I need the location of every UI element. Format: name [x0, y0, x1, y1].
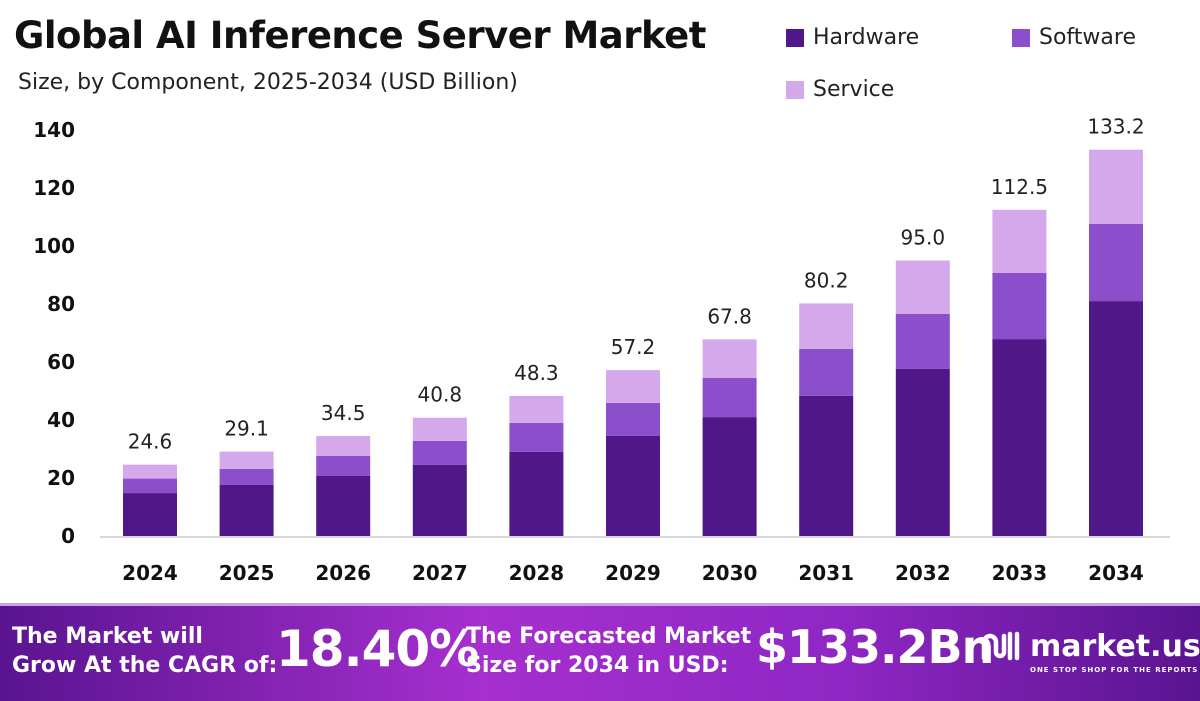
- bar-segment-hardware-2031: [799, 395, 854, 536]
- forecast-label-line1: The Forecasted Market: [466, 624, 752, 649]
- logo-name: market.us: [1030, 628, 1200, 664]
- total-label-2029: 57.2: [611, 335, 656, 359]
- bar-segment-service-2025: [219, 451, 274, 470]
- bar-segment-hardware-2028: [509, 451, 564, 536]
- cagr-label-line1: The Market will: [12, 624, 203, 649]
- legend-swatch: [1012, 28, 1030, 47]
- y-tick-label: 40: [47, 408, 75, 432]
- logo-icon: [981, 631, 1020, 661]
- y-tick-label: 0: [61, 524, 75, 548]
- bar-segment-software-2030: [702, 377, 757, 418]
- forecast-label: The Forecasted Market Size for 2034 in U…: [466, 622, 751, 680]
- bar-segment-service-2027: [412, 417, 467, 441]
- bar-segment-hardware-2025: [219, 484, 274, 536]
- bar-segment-hardware-2024: [123, 493, 177, 536]
- legend-label: Service: [813, 77, 895, 102]
- x-tick-label: 2034: [1088, 561, 1144, 585]
- bar-segment-service-2028: [509, 395, 564, 423]
- bar-segment-software-2031: [799, 348, 854, 396]
- chart-title: Global AI Inference Server Market: [14, 14, 706, 57]
- x-tick-label: 2030: [702, 561, 758, 585]
- bar-segment-hardware-2029: [606, 435, 660, 536]
- y-tick-label: 60: [47, 350, 75, 374]
- legend-label: Software: [1039, 25, 1136, 50]
- legend-hardware: Hardware: [786, 25, 919, 50]
- y-tick-label: 120: [33, 176, 75, 200]
- bar-segment-hardware-2033: [992, 339, 1047, 536]
- bar-segment-service-2033: [992, 209, 1047, 273]
- total-label-2034: 133.2: [1087, 115, 1144, 139]
- bar-segment-software-2028: [509, 422, 564, 452]
- total-label-2033: 112.5: [991, 175, 1048, 199]
- bar-segment-software-2032: [895, 313, 950, 369]
- x-tick-label: 2024: [122, 561, 178, 585]
- bar-segment-hardware-2032: [895, 368, 950, 536]
- legend-service: Service: [786, 77, 894, 102]
- bar-segment-hardware-2026: [316, 475, 371, 536]
- logo-tagline: ONE STOP SHOP FOR THE REPORTS: [1030, 666, 1199, 674]
- bar-segment-software-2034: [1089, 223, 1143, 302]
- total-label-2026: 34.5: [321, 401, 366, 425]
- footer-banner: The Market will Grow At the CAGR of: 18.…: [0, 603, 1200, 701]
- bar-segment-service-2029: [606, 370, 660, 403]
- stacked-bar-chart: 0 20 40 60 80 100 120 140 24.6 2024 29.1 2025 34.5 20…: [33, 115, 1170, 585]
- bar-segment-service-2026: [316, 435, 371, 456]
- x-tick-label: 2027: [412, 561, 468, 585]
- total-label-2032: 95.0: [901, 226, 946, 250]
- legend-label: Hardware: [813, 25, 920, 50]
- x-tick-label: 2028: [509, 561, 565, 585]
- y-tick-label: 140: [33, 118, 75, 142]
- bar-segment-software-2033: [992, 272, 1047, 340]
- legend-software: Software: [1012, 25, 1136, 50]
- cagr-label: The Market will Grow At the CAGR of:: [12, 622, 277, 680]
- total-label-2031: 80.2: [804, 268, 849, 292]
- x-tick-label: 2033: [992, 561, 1048, 585]
- x-tick-label: 2031: [798, 561, 854, 585]
- x-tick-label: 2025: [219, 561, 275, 585]
- total-label-2027: 40.8: [418, 383, 463, 407]
- legend-swatch: [786, 80, 804, 99]
- x-tick-label: 2032: [895, 561, 951, 585]
- y-tick-label: 100: [33, 234, 75, 258]
- forecast-label-line2: Size for 2034 in USD:: [466, 653, 729, 678]
- bar-segment-service-2024: [123, 464, 177, 479]
- bar-segment-service-2031: [799, 303, 854, 349]
- market-us-logo: market.us ONE STOP SHOP FOR THE REPORTS: [980, 628, 1200, 674]
- bar-segment-hardware-2030: [702, 417, 757, 536]
- y-tick-label: 80: [47, 292, 75, 316]
- total-label-2024: 24.6: [128, 430, 173, 454]
- bar-segment-hardware-2034: [1089, 301, 1143, 536]
- bar-segment-software-2027: [412, 440, 467, 465]
- bar-segment-service-2034: [1089, 149, 1143, 224]
- bar-segment-software-2024: [123, 478, 177, 494]
- bar-segment-service-2030: [702, 339, 757, 378]
- chart-subtitle: Size, by Component, 2025-2034 (USD Billi…: [18, 70, 518, 95]
- bar-segment-software-2029: [606, 402, 660, 436]
- total-label-2030: 67.8: [707, 304, 752, 328]
- bar-segment-software-2026: [316, 455, 371, 476]
- legend-swatch: [786, 28, 804, 47]
- cagr-label-line2: Grow At the CAGR of:: [12, 653, 278, 678]
- bar-segment-software-2025: [219, 469, 274, 485]
- cagr-value: 18.40%: [276, 620, 479, 678]
- bar-segment-hardware-2027: [412, 464, 467, 536]
- total-label-2025: 29.1: [224, 417, 269, 441]
- total-label-2028: 48.3: [514, 361, 559, 385]
- x-tick-label: 2026: [315, 561, 371, 585]
- forecast-value: $133.2Bn: [756, 620, 994, 674]
- y-tick-label: 20: [47, 466, 75, 490]
- bar-segment-service-2032: [895, 260, 950, 314]
- x-tick-label: 2029: [605, 561, 661, 585]
